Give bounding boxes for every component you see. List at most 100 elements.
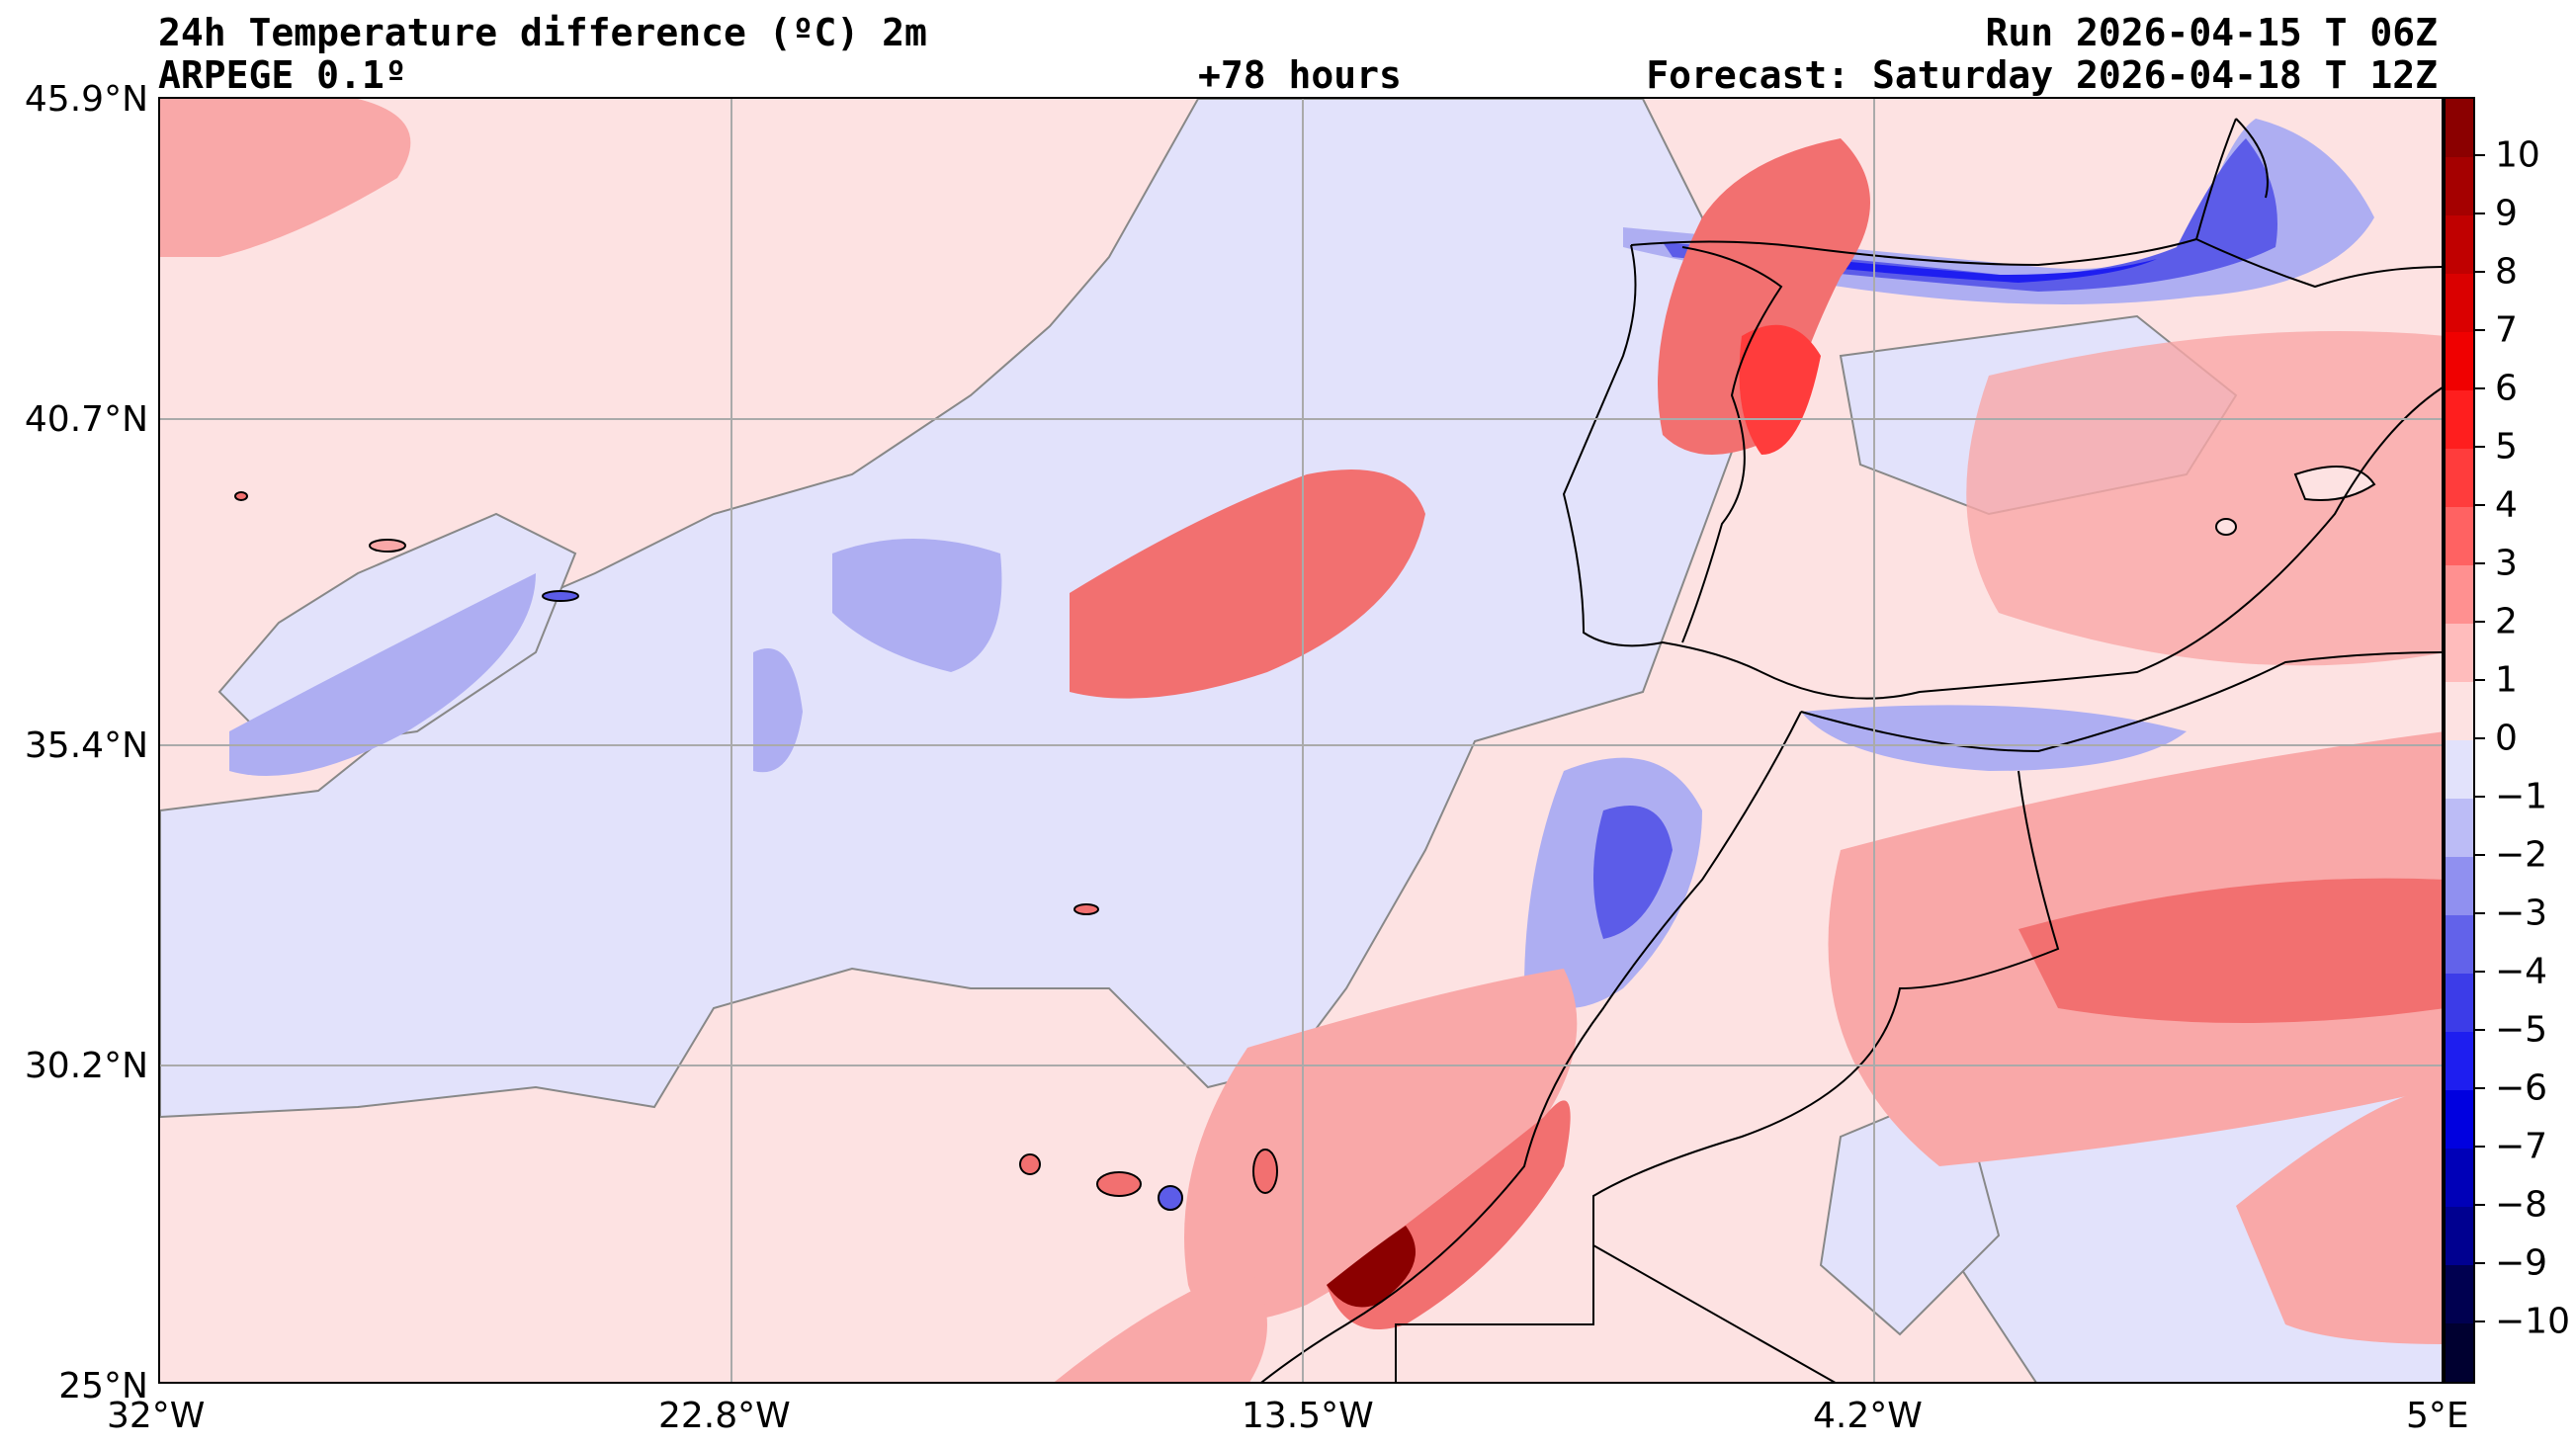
colorbar-label: 6	[2495, 368, 2518, 409]
coastline-north-africa	[1800, 651, 2442, 753]
colorbar-tick	[2475, 912, 2485, 914]
coldest-band-cantabrian	[1702, 247, 2157, 283]
colorbar-tick	[2475, 621, 2485, 623]
cool-patch-azores	[229, 573, 536, 776]
run-label: Run 2026-04-15 T 06Z	[1985, 11, 2438, 54]
colorbar-label: 0	[2495, 718, 2518, 759]
colorbar-segment	[2446, 740, 2473, 800]
colorbar-tick	[2475, 213, 2485, 214]
colorbar-segment	[2446, 1323, 2473, 1382]
colorbar-label: 2	[2495, 601, 2518, 642]
colorbar-tick	[2475, 1029, 2485, 1031]
colorbar-label: −10	[2495, 1301, 2570, 1342]
colorbar-tick	[2475, 854, 2485, 856]
island-gran-canaria	[1158, 1185, 1183, 1211]
colorbar-segment	[2446, 449, 2473, 508]
colorbar-segment	[2446, 390, 2473, 450]
cool-patch-small	[753, 648, 803, 773]
lat-tick-label: 45.9°N	[24, 79, 148, 120]
colorbar-label: 7	[2495, 309, 2518, 351]
warm-patch-canaries	[1184, 969, 1578, 1320]
colorbar-label: −6	[2495, 1067, 2548, 1109]
colorbar-tick	[2475, 1087, 2485, 1089]
cold-core-morocco-coast	[1593, 806, 1673, 939]
colorbar-tick	[2475, 737, 2485, 739]
map-title: 24h Temperature difference (ºC) 2m	[158, 11, 927, 54]
island-sao-miguel	[542, 590, 579, 602]
colorbar-segment	[2446, 1090, 2473, 1150]
colorbar-label: 8	[2495, 251, 2518, 293]
colorbar-segment	[2446, 1032, 2473, 1091]
colorbar-segment	[2446, 799, 2473, 858]
lat-tick-label: 25°N	[58, 1366, 148, 1406]
warm-patch-southeast	[2236, 1087, 2442, 1344]
hottest-core-western-sahara	[1327, 1226, 1416, 1308]
colorbar-tick	[2475, 679, 2485, 681]
warm-patch-south	[1054, 1265, 1267, 1382]
cool-patch-alboran	[1801, 705, 2187, 771]
colorbar-tick	[2475, 1204, 2485, 1206]
colorbar-segment	[2446, 332, 2473, 391]
island-tenerife	[1096, 1171, 1142, 1197]
colorbar-label: −4	[2495, 951, 2548, 992]
lead-time-label: +78 hours	[1198, 53, 1402, 97]
warm-patch-portugal-coast	[1658, 138, 1870, 455]
colorbar-label: 1	[2495, 659, 2518, 701]
hot-band-algeria	[2018, 878, 2442, 1023]
lon-tick-label: 32°W	[107, 1396, 206, 1436]
warm-patch-iberia	[1966, 331, 2442, 666]
lat-tick-label: 30.2°N	[24, 1046, 148, 1086]
lat-tick-label: 35.4°N	[24, 725, 148, 766]
colorbar-segment	[2446, 1149, 2473, 1208]
map-gridlines	[160, 99, 2442, 1382]
colorbar-segment	[2446, 507, 2473, 566]
colorbar-label: 5	[2495, 426, 2518, 468]
warm-patch-northwest	[160, 99, 411, 257]
forecast-label: Forecast: Saturday 2026-04-18 T 12Z	[1646, 53, 2438, 97]
colorbar-label: −7	[2495, 1126, 2548, 1167]
lon-tick-label: 5°E	[2406, 1396, 2469, 1436]
coastline-north-iberia	[1630, 118, 2442, 289]
colorbar-segment	[2446, 274, 2473, 333]
colorbar-label: 9	[2495, 193, 2518, 234]
colorbar-segment	[2446, 915, 2473, 975]
island-madeira	[1073, 903, 1099, 915]
colorbar	[2444, 97, 2475, 1384]
island-corvo	[234, 491, 248, 501]
colorbar-label: −5	[2495, 1009, 2548, 1051]
colorbar-label: −9	[2495, 1242, 2548, 1284]
coastline-iberia-south-east	[1562, 244, 2442, 700]
colorbar-label: −2	[2495, 834, 2548, 876]
colorbar-tick	[2475, 971, 2485, 973]
colorbar-tick	[2475, 329, 2485, 331]
colorbar-tick	[2475, 387, 2485, 389]
map-canvas	[160, 99, 2442, 1382]
colorbar-segment	[2446, 565, 2473, 625]
colorbar-tick	[2475, 1146, 2485, 1148]
colorbar-segment	[2446, 974, 2473, 1033]
colorbar-label: −3	[2495, 893, 2548, 934]
colorbar-label: −1	[2495, 776, 2548, 817]
lon-tick-label: 4.2°W	[1813, 1396, 1923, 1436]
border-spain-portugal	[1681, 246, 1783, 643]
colorbar-segment	[2446, 157, 2473, 216]
colorbar-segment	[2446, 682, 2473, 741]
colorbar-label: −8	[2495, 1184, 2548, 1226]
lon-tick-label: 22.8°W	[658, 1396, 791, 1436]
colorbar-tick	[2475, 796, 2485, 798]
colorbar-label: 3	[2495, 543, 2518, 584]
colorbar-segment	[2446, 624, 2473, 683]
colorbar-tick	[2475, 1262, 2485, 1264]
cool-patch-atlantic	[832, 539, 1002, 672]
colorbar-segment	[2446, 857, 2473, 916]
hot-core-portugal	[1739, 324, 1821, 455]
colorbar-tick	[2475, 1320, 2485, 1322]
model-label: ARPEGE 0.1º	[158, 53, 407, 97]
warm-patch-atlantic	[1070, 469, 1425, 699]
colorbar-label: 10	[2495, 134, 2540, 176]
colorbar-segment	[2446, 99, 2473, 158]
colorbar-tick	[2475, 154, 2485, 156]
island-fuerteventura	[1252, 1149, 1278, 1194]
colorbar-label: 4	[2495, 484, 2518, 526]
colorbar-tick	[2475, 271, 2485, 273]
